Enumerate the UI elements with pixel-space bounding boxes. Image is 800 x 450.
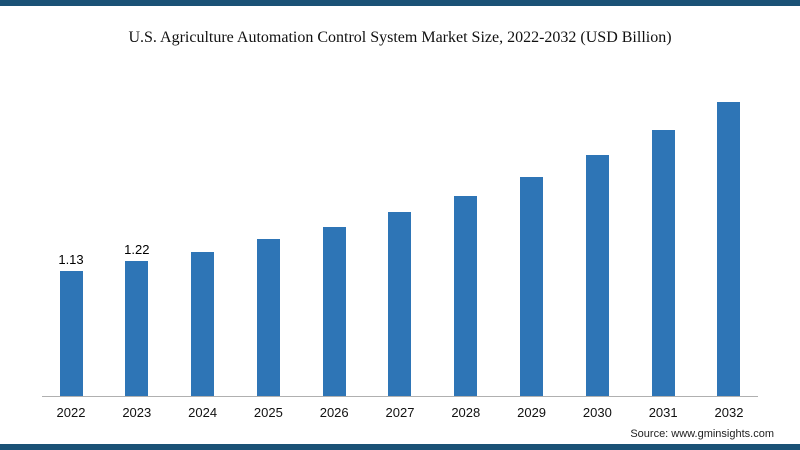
bar-column: 1.13 [42,252,100,396]
bar-column [305,208,363,396]
bar-value-label: 1.13 [58,252,84,267]
x-axis-tick-label: 2032 [714,405,744,420]
bar [191,252,215,396]
bar-chart: 1.13 1.22 [42,64,758,397]
bar [520,177,544,396]
chart-title: U.S. Agriculture Automation Control Syst… [128,29,672,46]
bar [256,239,280,396]
bottom-border-strip [0,444,800,450]
bar [322,227,346,396]
x-axis-tick-label: 2022 [56,405,86,420]
x-axis-tick-label: 2028 [451,405,481,420]
x-axis-tick-label: 2029 [517,405,547,420]
x-axis-tick-label: 2023 [122,405,152,420]
x-axis-labels: 2022 2023 2024 2025 2026 2027 2028 2029 2030 2031… [42,397,758,420]
bar [585,155,609,396]
top-border-strip [0,0,800,6]
source-text: Source: www.gminsights.com [630,428,774,440]
bar-column [437,177,495,396]
bar-column [371,193,429,396]
bar [388,212,412,396]
bar [651,130,675,396]
x-axis-tick-label: 2026 [319,405,349,420]
x-axis-tick-label: 2027 [385,405,415,420]
x-axis-tick-label: 2024 [188,405,218,420]
bar-column: 1.22 [108,242,166,396]
x-axis-tick-label: 2031 [648,405,678,420]
bar [454,196,478,396]
bar-column [503,158,561,396]
bar [59,271,83,396]
bar [717,102,741,396]
bar-column [700,83,758,396]
bar-column [174,233,232,396]
x-axis-tick-label: 2025 [253,405,283,420]
bar-column [634,111,692,396]
x-axis-tick-label: 2030 [582,405,612,420]
bar [125,261,149,396]
bar-value-label: 1.22 [124,242,150,257]
bar-column [568,136,626,396]
bar-column [239,220,297,396]
